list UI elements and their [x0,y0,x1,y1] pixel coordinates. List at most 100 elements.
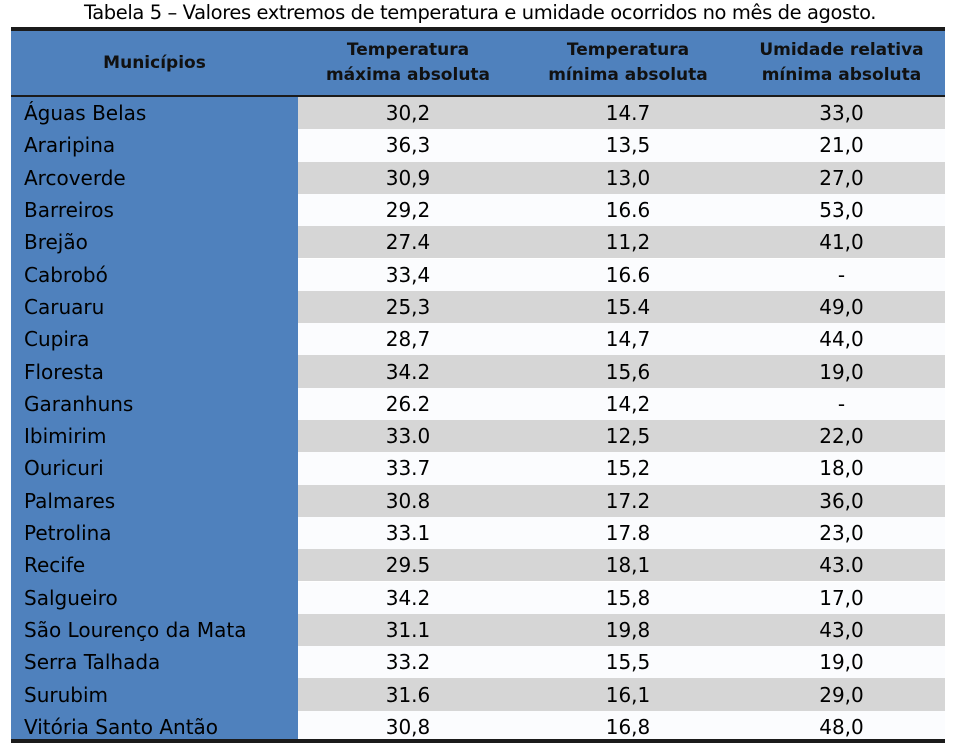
temp-max-cell: 25,3 [385,294,431,319]
temp-min-cell: 16,1 [605,682,651,707]
table-row: Ouricuri 33.7 15,2 18,0 [11,452,945,485]
row-background [298,452,945,485]
table-caption: Tabela 5 – Valores extremos de temperatu… [83,1,877,24]
row-background [298,613,945,647]
municipio-cell: Surubim [24,682,109,707]
temp-min-cell: 11,2 [605,230,651,255]
temp-max-cell: 30,8 [385,714,431,739]
temp-min-cell: 12,5 [605,424,651,449]
municipio-cell: Serra Talhada [24,650,161,675]
temp-min-cell: 19,8 [605,617,651,642]
temp-max-cell: 30.8 [385,488,431,513]
humidity-min-cell: 21,0 [819,133,864,158]
table-row: Garanhuns 26.2 14,2 - [11,387,945,420]
municipio-cell: Ouricuri [24,456,104,481]
humidity-min-cell: 18,0 [819,456,864,481]
row-background [298,581,945,614]
temp-max-cell: 31.6 [385,682,431,707]
temp-min-cell: 16.6 [605,262,651,287]
row-background [298,549,945,582]
table-row: Vitória Santo Antão 30,8 16,8 48,0 [11,710,945,739]
temp-max-cell: 33.2 [385,650,431,675]
row-background [298,193,945,227]
row-background [298,258,945,291]
table-row: Recife 29.5 18,1 43.0 [11,549,945,582]
row-background [298,646,945,679]
temp-max-cell: 28,7 [385,327,431,352]
municipio-cell: Salgueiro [24,585,118,610]
table-row: Arcoverde 30,9 13,0 27,0 [11,161,945,194]
humidity-min-cell: 36,0 [819,488,864,513]
temp-max-cell: 30,9 [385,165,431,190]
row-background [298,161,945,194]
row-background [298,484,945,517]
municipio-cell: Cabrobó [24,262,108,287]
humidity-min-cell: 44,0 [819,327,864,352]
temp-min-cell: 14,7 [605,327,651,352]
temp-min-cell: 17.8 [605,521,651,546]
municipio-cell: Cupira [24,327,90,352]
table-row: Surubim 31.6 16,1 29,0 [11,678,945,711]
municipio-cell: Arcoverde [24,165,126,190]
table-row: Cabrobó 33,4 16.6 - [11,258,945,291]
temp-min-cell: 18,1 [605,553,651,578]
temp-max-cell: 31.1 [385,617,431,642]
temp-min-cell: 16,8 [605,714,651,739]
row-background [298,678,945,711]
temp-max-cell: 33.1 [385,521,431,546]
temp-max-cell: 33,4 [385,262,431,287]
table-row: Floresta 34.2 15,6 19,0 [11,355,945,388]
municipio-cell: Brejão [24,230,88,255]
humidity-min-cell: 23,0 [819,521,864,546]
table-row: Águas Belas 30,2 14.7 33,0 [11,97,945,130]
header-temp-min: Temperatura mínima absoluta [548,40,708,85]
humidity-min-cell: 27,0 [819,165,864,190]
temp-max-cell: 36,3 [385,133,431,158]
table-row: Palmares 30.8 17.2 36,0 [11,484,945,517]
humidity-min-cell: - [837,262,846,287]
temperature-humidity-table: Municípios Temperatura máxima absoluta Te… [11,27,945,743]
header-temp-max: Temperatura máxima absoluta [325,40,491,85]
row-background [298,355,945,388]
temp-max-cell: 34.2 [385,359,431,384]
table-header: Municípios Temperatura máxima absoluta Te… [11,31,945,95]
temp-min-cell: 15.4 [605,294,651,319]
header-municipios: Municípios [103,52,206,73]
temp-max-cell: 26.2 [385,391,431,416]
humidity-min-cell: 41,0 [819,230,864,255]
municipio-cell: Petrolina [24,521,112,546]
temp-min-cell: 14,2 [605,391,651,416]
table-row: Barreiros 29,2 16.6 53,0 [11,193,945,227]
row-background [298,387,945,420]
table-row: Salgueiro 34.2 15,8 17,0 [11,581,945,614]
temp-max-cell: 33.0 [385,424,431,449]
temp-min-cell: 15,2 [605,456,651,481]
municipio-cell: Vitória Santo Antão [24,714,219,739]
humidity-min-cell: - [837,391,846,416]
table-body: Águas Belas 30,2 14.7 33,0 Araripina 36,3 13,5… [11,97,945,739]
temp-max-cell: 34.2 [385,585,431,610]
humidity-min-cell: 53,0 [819,198,864,223]
temp-max-cell: 29.5 [385,553,431,578]
row-background [298,323,945,356]
humidity-min-cell: 19,0 [819,650,864,675]
temp-min-cell: 15,8 [605,585,651,610]
municipio-cell: São Lourenço da Mata [24,617,247,642]
humidity-min-cell: 48,0 [819,714,864,739]
temp-min-cell: 13,5 [605,133,651,158]
temp-min-cell: 17.2 [605,488,651,513]
row-background [298,420,945,453]
table-row: Caruaru 25,3 15.4 49,0 [11,290,945,324]
row-background [298,710,945,739]
table-row: Cupira 28,7 14,7 44,0 [11,323,945,356]
row-background [298,129,945,162]
row-background [298,290,945,324]
humidity-min-cell: 33,0 [819,101,864,126]
header-humidity-min: Umidade relativa mínima absoluta [759,40,924,85]
header-divider [11,95,945,97]
row-background [298,516,945,550]
humidity-min-cell: 49,0 [819,294,864,319]
temp-min-cell: 14.7 [605,101,651,126]
table-row: Ibimirim 33.0 12,5 22,0 [11,420,945,453]
table-row: Serra Talhada 33.2 15,5 19,0 [11,646,945,679]
